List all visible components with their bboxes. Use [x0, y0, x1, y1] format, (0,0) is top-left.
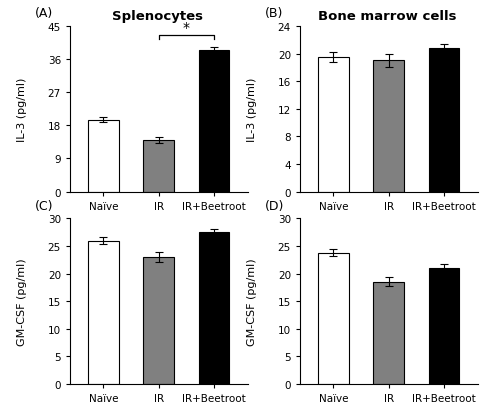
Text: Bone marrow cells: Bone marrow cells: [318, 10, 457, 23]
Text: Splenocytes: Splenocytes: [112, 10, 203, 23]
Y-axis label: IL-3 (pg/ml): IL-3 (pg/ml): [248, 77, 258, 142]
Y-axis label: GM-CSF (pg/ml): GM-CSF (pg/ml): [18, 258, 28, 345]
Bar: [429, 268, 460, 384]
Text: *: *: [183, 21, 190, 35]
Text: (A): (A): [34, 7, 53, 20]
Text: (D): (D): [264, 199, 284, 212]
Text: (C): (C): [34, 199, 53, 212]
Bar: [318, 58, 348, 192]
Bar: [88, 121, 118, 192]
Bar: [144, 257, 174, 384]
Bar: [199, 233, 230, 384]
Bar: [374, 61, 404, 192]
Text: (B): (B): [264, 7, 283, 20]
Bar: [374, 282, 404, 384]
Y-axis label: GM-CSF (pg/ml): GM-CSF (pg/ml): [248, 258, 258, 345]
Bar: [88, 241, 118, 384]
Bar: [199, 51, 230, 192]
Y-axis label: IL-3 (pg/ml): IL-3 (pg/ml): [18, 77, 28, 142]
Bar: [318, 253, 348, 384]
Bar: [429, 49, 460, 192]
Bar: [144, 141, 174, 192]
